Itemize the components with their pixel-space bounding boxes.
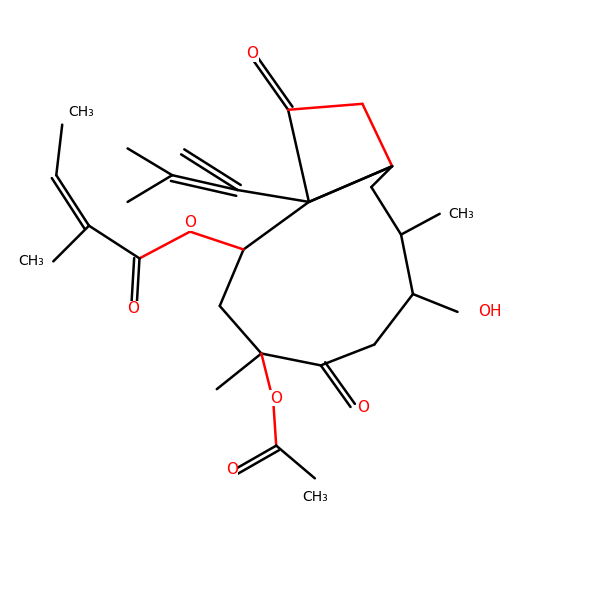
Text: O: O: [226, 462, 238, 477]
Text: O: O: [358, 400, 370, 415]
Text: O: O: [128, 301, 140, 316]
Text: CH₃: CH₃: [19, 254, 44, 268]
Text: CH₃: CH₃: [68, 104, 94, 119]
Text: OH: OH: [478, 304, 502, 319]
Text: CH₃: CH₃: [302, 490, 328, 504]
Text: CH₃: CH₃: [449, 207, 475, 221]
Text: O: O: [270, 391, 282, 406]
Text: O: O: [247, 46, 259, 61]
Text: O: O: [184, 215, 196, 230]
